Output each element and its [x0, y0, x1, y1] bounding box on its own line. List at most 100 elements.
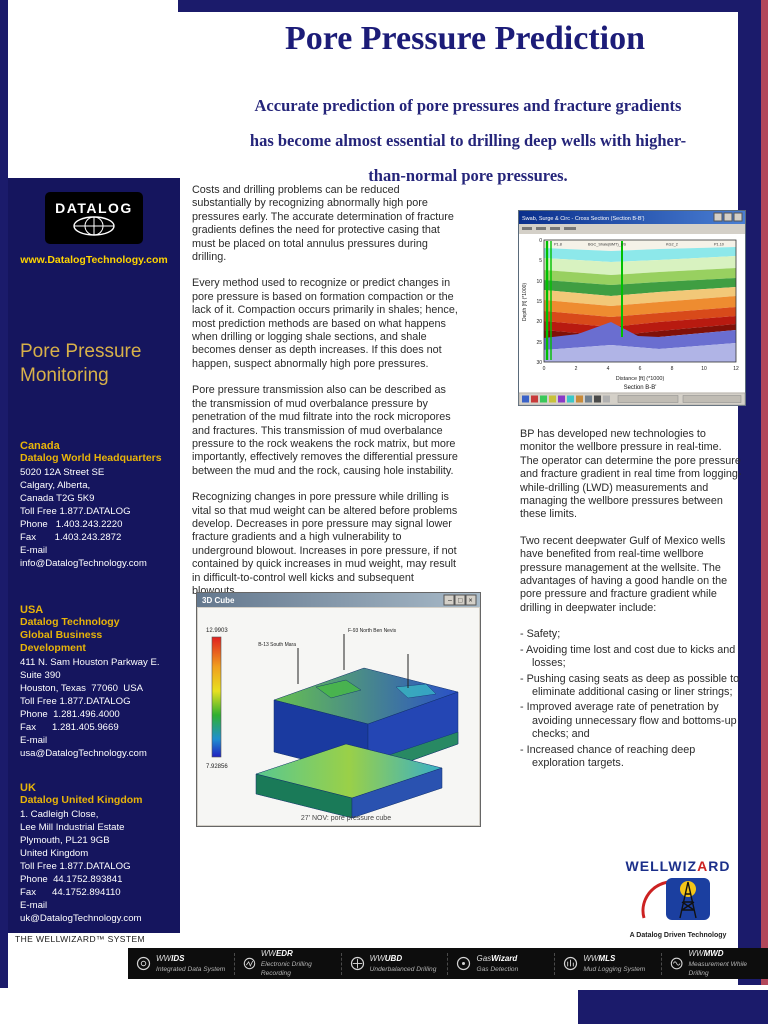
maximize-button[interactable] — [723, 212, 733, 222]
globe-icon — [73, 216, 115, 236]
office-name: Datalog Technology Global Business Devel… — [20, 616, 120, 654]
advantages-list: - Safety; - Avoiding time lost and cost … — [520, 628, 742, 770]
pressure-cube — [255, 667, 459, 819]
product-gaswizard: GasWizard Gas Detection — [447, 952, 554, 975]
product-wwubd: WWUBD Underbalanced Drilling — [340, 952, 448, 975]
svg-text:6: 6 — [639, 366, 642, 372]
wellwizard-logo: WELLWIZARD A Datalog Driven Technology — [608, 858, 748, 939]
svg-text:20: 20 — [536, 319, 542, 325]
cross-section-window: Swab, Surge & Circ - Cross Section (Sect… — [518, 210, 746, 406]
window-title: 3D Cube — [202, 596, 235, 605]
office-canada: Canada Datalog World Headquarters 5020 1… — [20, 440, 168, 570]
svg-text:0: 0 — [539, 238, 542, 244]
wwids-icon — [136, 956, 151, 971]
paragraph: Costs and drilling problems can be reduc… — [192, 184, 454, 264]
scale-min: 7.92856 — [206, 764, 228, 770]
list-item: - Increased chance of reaching deep expl… — [520, 743, 696, 769]
page-subtitle: Accurate prediction of pore pressures an… — [249, 96, 687, 185]
menu-bar[interactable] — [519, 224, 745, 234]
window-titlebar[interactable] — [197, 593, 480, 607]
office-address: 1. Cadleigh Close, Lee Mill Industrial E… — [20, 809, 142, 924]
x-axis-label: Distance [ft] (*1000) — [616, 376, 665, 382]
office-address: 5020 12A Street SE Calgary, Alberta, Can… — [20, 467, 147, 569]
scale-max: 12.9903 — [206, 628, 228, 634]
window-title: Swab, Surge & Circ - Cross Section (Sect… — [522, 216, 645, 222]
derrick-icon — [641, 878, 710, 920]
office-region: UK — [20, 782, 36, 794]
svg-text:P1.8: P1.8 — [554, 243, 562, 247]
top-edge-strip — [178, 0, 768, 12]
svg-text:P1.10: P1.10 — [714, 243, 724, 247]
wwmls-icon — [564, 956, 578, 971]
article-left-column: Costs and drilling problems can be reduc… — [192, 184, 460, 611]
paragraph: BP has developed new technologies to mon… — [520, 428, 742, 521]
list-item: - Pushing casing seats as deep as possib… — [520, 672, 740, 698]
svg-text:BGC_Shale(BMT)_US: BGC_Shale(BMT)_US — [588, 243, 626, 247]
window-titlebar[interactable] — [519, 211, 745, 224]
gaswizard-icon — [457, 956, 471, 971]
office-name: Datalog World Headquarters — [20, 452, 162, 464]
office-region: Canada — [20, 440, 60, 452]
depth-bands — [544, 240, 736, 362]
list-item: - Improved average rate of penetration b… — [520, 701, 737, 741]
wellwizard-system-label: THE WELLWIZARD™ SYSTEM — [15, 934, 146, 944]
office-address: 411 N. Sam Houston Parkway E. Suite 390 … — [20, 657, 160, 759]
wellwizard-tagline: A Datalog Driven Technology — [629, 932, 727, 939]
formation-labels: P1.8 BGC_Shale(BMT)_US KG2_2 P1.10 — [554, 243, 724, 247]
article-right-column: BP has developed new technologies to mon… — [520, 428, 742, 772]
maximize-button[interactable] — [454, 594, 466, 606]
left-edge-strip — [0, 0, 8, 988]
office-usa: USA Datalog Technology Global Business D… — [20, 604, 168, 760]
svg-text:10: 10 — [701, 366, 707, 372]
svg-text:25: 25 — [536, 340, 542, 346]
svg-text:KG2_2: KG2_2 — [666, 243, 678, 247]
product-footer-bar: WWIDS Integrated Data System WWEDR Elect… — [128, 948, 768, 979]
close-button[interactable] — [465, 594, 477, 606]
website-link: www.DatalogTechnology.com — [20, 254, 168, 266]
svg-text:–: – — [448, 598, 452, 605]
paragraph: Recognizing changes in pore pressure whi… — [192, 491, 458, 597]
svg-text:0: 0 — [543, 366, 546, 372]
well-label: F-93 North Ben Nevis — [348, 628, 397, 634]
cube-caption: 27' NOV: pore pressure cube — [301, 815, 391, 822]
product-wwmls: WWMLS Mud Logging System — [554, 952, 661, 975]
wwmwd-icon — [670, 957, 683, 970]
product-wwmwd: WWMWD Measurement While Drilling — [661, 949, 768, 977]
office-uk: UK Datalog United Kingdom 1. Cadleigh Cl… — [20, 782, 168, 925]
well-label: B-13 South Mara — [258, 642, 296, 648]
svg-text:4: 4 — [607, 366, 610, 372]
list-item: - Avoiding time lost and cost due to kic… — [520, 643, 736, 670]
product-wwedr: WWEDR Electronic Drilling Recording — [233, 949, 341, 977]
svg-text:5: 5 — [539, 258, 542, 264]
wwubd-icon — [350, 956, 364, 971]
wellwizard-wordmark: WELLWIZARD — [625, 858, 731, 874]
chart-toolbar[interactable] — [518, 392, 746, 406]
product-wwids: WWIDS Integrated Data System — [128, 953, 234, 975]
svg-text:8: 8 — [671, 366, 674, 372]
sidebar: DATALOG www.DatalogTechnology.com Pore P… — [8, 178, 180, 933]
svg-text:□: □ — [458, 598, 463, 605]
office-region: USA — [20, 604, 44, 616]
datalog-logo: DATALOG — [45, 192, 143, 244]
minimize-button[interactable] — [443, 594, 455, 606]
svg-text:12: 12 — [733, 366, 739, 372]
bottom-right-navy-block — [578, 990, 768, 1024]
product-title: Pore Pressure Monitoring — [20, 341, 142, 386]
svg-text:2: 2 — [575, 366, 578, 372]
section-caption: Section B-B' — [624, 385, 657, 391]
right-red-strip — [761, 0, 768, 985]
y-axis: 0 5 10 15 20 25 30 Depth [ft] (*1000) — [522, 238, 542, 366]
datalog-logo-text: DATALOG — [55, 200, 133, 216]
wwedr-icon — [243, 957, 256, 970]
page-title: Pore Pressure Prediction — [284, 20, 646, 57]
x-axis: 0 2 4 6 8 10 12 Distance [ft] (*1000) Se… — [543, 366, 739, 391]
list-item: - Safety; — [520, 628, 561, 641]
minimize-button[interactable] — [713, 212, 723, 222]
cube-window: 3D Cube – □ × 12.9903 7.92856 — [196, 592, 481, 827]
paragraph: Two recent deepwater Gulf of Mexico well… — [520, 534, 728, 614]
close-button[interactable] — [733, 212, 743, 222]
svg-text:30: 30 — [536, 360, 542, 366]
paragraph: Pore pressure transmission also can be d… — [192, 384, 458, 477]
y-axis-label: Depth [ft] (*1000) — [522, 283, 528, 321]
